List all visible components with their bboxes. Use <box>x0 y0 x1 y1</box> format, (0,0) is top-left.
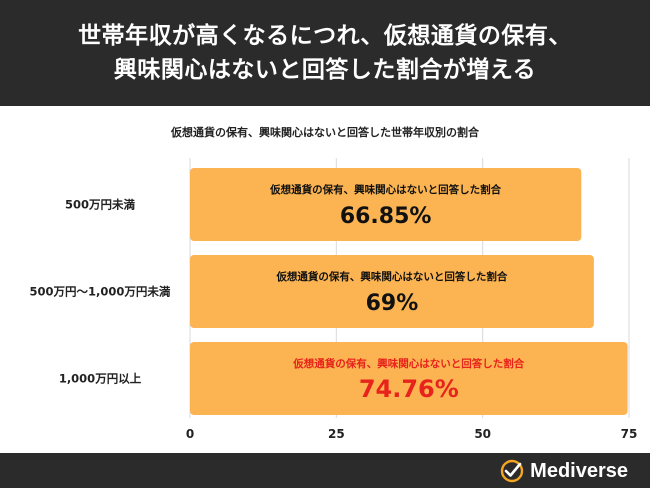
headline-banner: 世帯年収が高くなるにつれ、仮想通貨の保有、 興味関心はないと回答した割合が増える <box>0 0 650 106</box>
bar-value-label-2: 74.76% <box>359 375 459 403</box>
x-tick-label-75: 75 <box>621 427 638 441</box>
bar-1 <box>190 255 594 328</box>
bar-inner-label-1: 仮想通貨の保有、興味関心はないと回答した割合 <box>275 270 507 283</box>
x-tick-label-50: 50 <box>474 427 491 441</box>
bar-2 <box>190 342 628 415</box>
headline-line-1: 世帯年収が高くなるにつれ、仮想通貨の保有、 <box>78 23 572 49</box>
chart-title: 仮想通貨の保有、興味関心はないと回答した世帯年収別の割合 <box>171 126 479 139</box>
x-tick-label-0: 0 <box>186 427 194 441</box>
bar-value-label-1: 69% <box>366 291 419 316</box>
brand-name: Mediverse <box>530 459 628 482</box>
bar-inner-label-0: 仮想通貨の保有、興味関心はないと回答した割合 <box>269 183 501 196</box>
mediverse-logo-icon <box>500 459 524 483</box>
footer-bar: Mediverse <box>0 453 650 488</box>
x-tick-label-25: 25 <box>328 427 345 441</box>
bar-chart: 0 25 50 75 仮想通貨の保有、興味関心はないと回答した割合 66.85% 500万円… <box>30 158 638 441</box>
category-label-2: 1,000万円以上 <box>59 372 142 386</box>
bar-value-label-0: 66.85% <box>340 204 432 229</box>
bar-0 <box>190 168 582 241</box>
category-label-0: 500万円未満 <box>65 198 136 212</box>
brand-logo: Mediverse <box>500 457 628 485</box>
category-label-1: 500万円〜1,000万円未満 <box>30 285 171 299</box>
headline-line-2: 興味関心はないと回答した割合が増える <box>113 57 537 83</box>
bar-inner-label-2: 仮想通貨の保有、興味関心はないと回答した割合 <box>292 357 524 370</box>
